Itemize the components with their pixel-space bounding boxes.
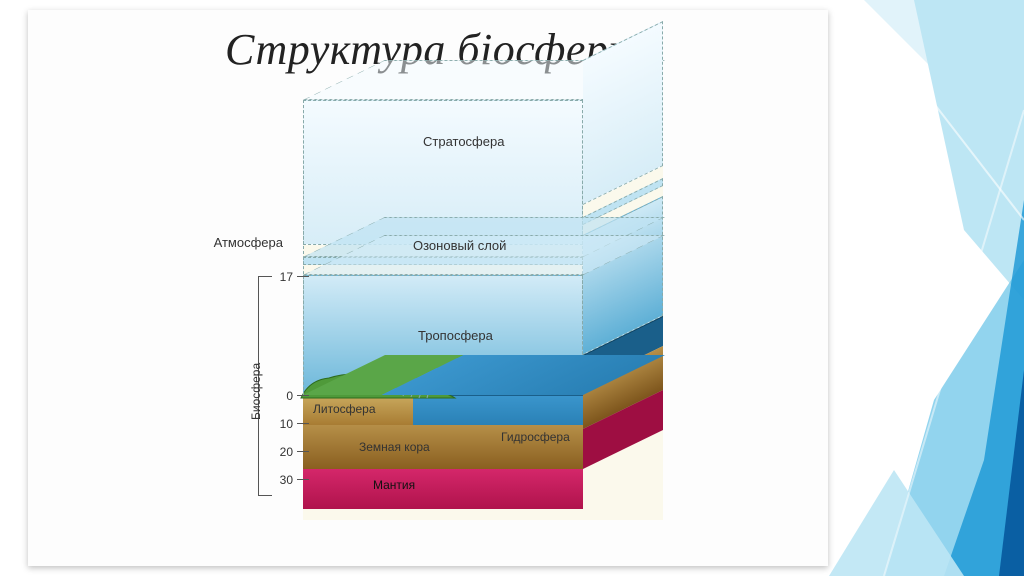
label-lithosphere: Литосфера [313, 402, 376, 416]
label-stratosphere: Стратосфера [423, 134, 504, 149]
label-atmosphere: Атмосфера [203, 235, 283, 250]
tick-20: 20 [275, 445, 293, 459]
layer-mantle [303, 469, 583, 509]
stage: Структура біосфери [0, 0, 1024, 576]
decorative-triangles [824, 0, 1024, 576]
tick-0: 0 [275, 389, 293, 403]
tick-10: 10 [275, 417, 293, 431]
label-mantle: Мантия [373, 478, 415, 492]
tick-17: 17 [275, 270, 293, 284]
label-ozone: Озоновый слой [413, 238, 506, 253]
diagram-box: Стратосфера Озоновый слой Тропосфера Лит… [303, 100, 663, 520]
tick-30: 30 [275, 473, 293, 487]
label-crust: Земная кора [359, 440, 430, 454]
label-biosphere: Биосфера [249, 363, 263, 420]
label-hydrosphere: Гидросфера [501, 430, 570, 444]
slide: Структура біосфери [28, 10, 828, 566]
biosphere-diagram: Стратосфера Озоновый слой Тропосфера Лит… [163, 90, 763, 540]
label-troposphere: Тропосфера [418, 328, 493, 343]
